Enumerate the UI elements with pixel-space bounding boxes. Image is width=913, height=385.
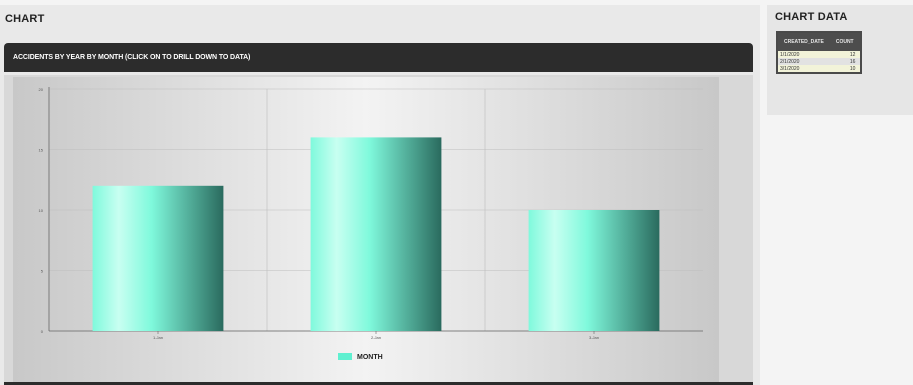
bar-chart: 0 5 10 15 20 1-Jan 2-Jan 3-Jan MONTH (39, 87, 703, 361)
y-tick-label: 0 (41, 329, 44, 334)
chart-data-panel: CHART DATA CREATED_DATE COUNT 1/1/2020 1… (767, 5, 913, 115)
table-row[interactable]: 3/1/2020 10 (777, 65, 861, 73)
next-panel-header (4, 382, 753, 385)
column-header-created-date[interactable]: CREATED_DATE (777, 32, 830, 51)
y-tick-label: 15 (39, 148, 44, 153)
chart-section-title: CHART (5, 13, 45, 25)
table-header-row: CREATED_DATE COUNT (777, 32, 861, 51)
table-cell-count: 16 (829, 58, 861, 65)
legend-label: MONTH (357, 354, 383, 361)
chart-header-title[interactable]: ACCIDENTS BY YEAR BY MONTH (CLICK ON TO … (13, 54, 251, 61)
chart-area: 0 5 10 15 20 1-Jan 2-Jan 3-Jan MONTH (4, 75, 753, 382)
bar (92, 185, 224, 331)
x-tick-label: 3-Jan (589, 335, 599, 340)
table-cell-date: 2/1/2020 (777, 58, 830, 65)
table-row[interactable]: 1/1/2020 12 (777, 51, 861, 58)
chart-data-table: CREATED_DATE COUNT 1/1/2020 12 2/1/2020 … (776, 31, 862, 74)
column-header-count[interactable]: COUNT (829, 32, 861, 51)
legend-swatch (338, 353, 352, 360)
chart-panel: CHART ACCIDENTS BY YEAR BY MONTH (CLICK … (0, 5, 760, 385)
bar (528, 210, 660, 331)
y-tick-label: 5 (41, 269, 44, 274)
chart-data-section-title: CHART DATA (775, 11, 848, 23)
x-tick-label: 1-Jan (153, 335, 163, 340)
table-cell-count: 10 (829, 65, 861, 73)
chart-header[interactable]: ACCIDENTS BY YEAR BY MONTH (CLICK ON TO … (4, 43, 753, 72)
table-cell-count: 12 (829, 51, 861, 58)
y-tick-label: 10 (39, 208, 44, 213)
chart-plot-background: 0 5 10 15 20 1-Jan 2-Jan 3-Jan MONTH (13, 77, 719, 382)
x-tick-label: 2-Jan (371, 335, 381, 340)
table-cell-date: 1/1/2020 (777, 51, 830, 58)
bar (310, 137, 442, 331)
table-cell-date: 3/1/2020 (777, 65, 830, 73)
table-row[interactable]: 2/1/2020 16 (777, 58, 861, 65)
y-tick-label: 20 (39, 87, 44, 92)
